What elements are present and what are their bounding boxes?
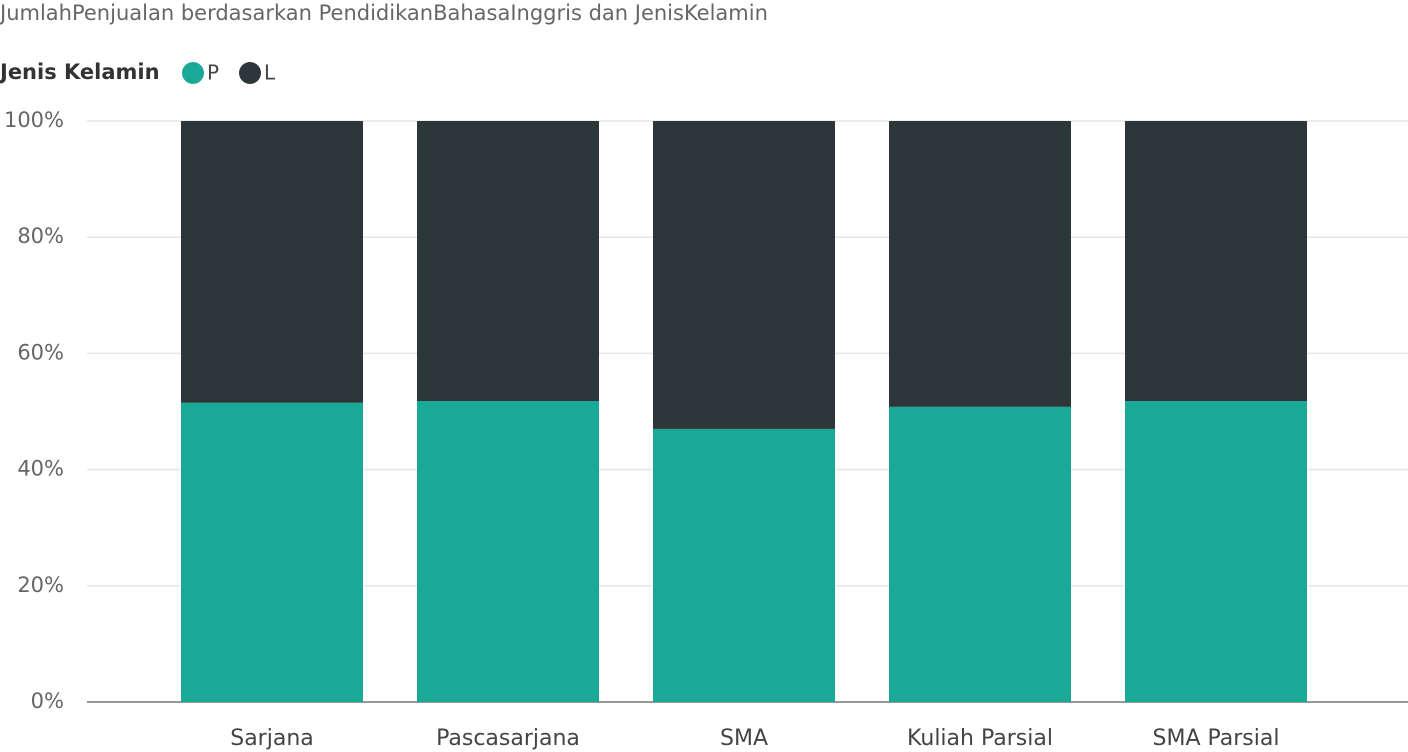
y-tick-label: 40% xyxy=(17,457,64,481)
bar-segment[interactable] xyxy=(1125,401,1307,702)
bar-segment[interactable] xyxy=(889,121,1071,407)
bar-segment[interactable] xyxy=(889,406,1071,702)
bar-segment[interactable] xyxy=(417,121,599,402)
x-tick-label: Pascasarjana xyxy=(436,726,580,751)
y-tick-label: 20% xyxy=(17,573,64,597)
legend-marker[interactable] xyxy=(239,62,261,84)
x-tick-label: Sarjana xyxy=(230,726,314,751)
y-tick-label: 80% xyxy=(17,224,64,248)
legend-label[interactable]: P xyxy=(207,61,219,85)
bar-segment[interactable] xyxy=(653,428,835,702)
x-tick-label: SMA xyxy=(720,726,768,751)
legend-label[interactable]: L xyxy=(264,61,276,85)
bar-segment[interactable] xyxy=(417,401,599,702)
x-tick-label: Kuliah Parsial xyxy=(907,726,1053,751)
bar-segment[interactable] xyxy=(181,402,363,702)
bar-segment[interactable] xyxy=(181,121,363,403)
x-tick-label: SMA Parsial xyxy=(1153,726,1280,751)
chart-title: JumlahPenjualan berdasarkan PendidikanBa… xyxy=(0,1,768,25)
y-tick-label: 0% xyxy=(31,689,64,713)
bar-segment[interactable] xyxy=(1125,121,1307,402)
y-tick-label: 60% xyxy=(17,340,64,364)
bar-segment[interactable] xyxy=(653,121,835,429)
legend-title: Jenis Kelamin xyxy=(0,60,160,84)
legend-marker[interactable] xyxy=(182,62,204,84)
y-tick-label: 100% xyxy=(4,108,64,132)
